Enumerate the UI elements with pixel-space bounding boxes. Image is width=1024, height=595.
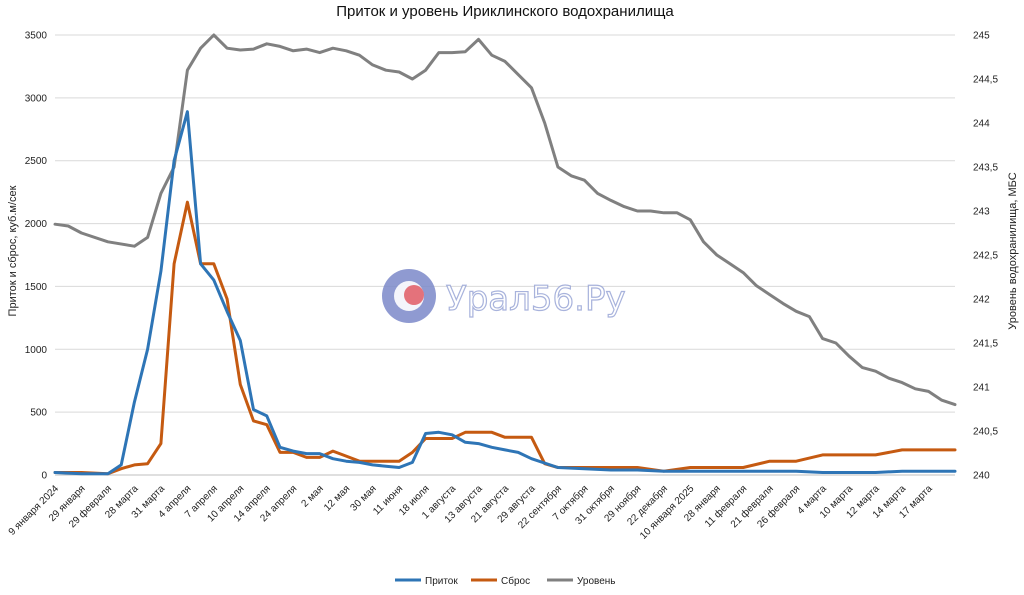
y2-tick-label: 243,5 <box>973 163 998 174</box>
chart-title: Приток и уровень Ириклинского водохранил… <box>336 3 674 20</box>
y-axis-left-title: Приток и сброс, куб.м/сек <box>7 185 19 316</box>
y-tick-label: 3000 <box>25 93 48 104</box>
y-axis-right: 240 240,5 241 241,5 242 242,5 243 243,5 244 244,5… <box>973 31 998 482</box>
y-tick-label: 500 <box>30 408 47 419</box>
y2-tick-label: 240 <box>973 471 990 482</box>
y-tick-label: 2000 <box>25 219 48 230</box>
y2-tick-label: 242 <box>973 295 990 306</box>
y2-tick-label: 244 <box>973 119 990 130</box>
y-tick-label: 0 <box>41 471 47 482</box>
series-line-0 <box>53 110 957 476</box>
x-tick-label: 12 мая <box>322 483 352 513</box>
y2-tick-label: 241,5 <box>973 339 998 350</box>
watermark-logo-dot <box>404 285 424 305</box>
legend-label: Сброс <box>501 575 530 587</box>
legend: Приток Сброс Уровень <box>395 575 616 587</box>
y-tick-label: 1500 <box>25 282 48 293</box>
y2-tick-label: 244,5 <box>973 75 998 86</box>
series-layer <box>53 33 957 476</box>
y-axis-left: 0 500 1000 1500 2000 2500 3000 3500 <box>25 31 48 482</box>
y2-tick-label: 245 <box>973 31 990 42</box>
y-tick-label: 1000 <box>25 345 48 356</box>
y-axis-right-title: Уровень водохранилища, МБС <box>1007 172 1019 329</box>
watermark: Урал56.Ру <box>382 269 626 323</box>
series-line-1 <box>53 200 957 476</box>
y2-tick-label: 241 <box>973 383 990 394</box>
grid-lines <box>55 34 955 476</box>
y2-tick-label: 243 <box>973 207 990 218</box>
legend-label: Приток <box>425 576 458 587</box>
y-tick-label: 3500 <box>25 31 48 42</box>
y2-tick-label: 242,5 <box>973 251 998 262</box>
y2-tick-label: 240,5 <box>973 427 998 438</box>
series-line-2 <box>53 33 957 407</box>
legend-label: Уровень <box>577 576 616 587</box>
y-tick-label: 2500 <box>25 156 48 167</box>
watermark-text: Урал56.Ру <box>446 279 626 319</box>
